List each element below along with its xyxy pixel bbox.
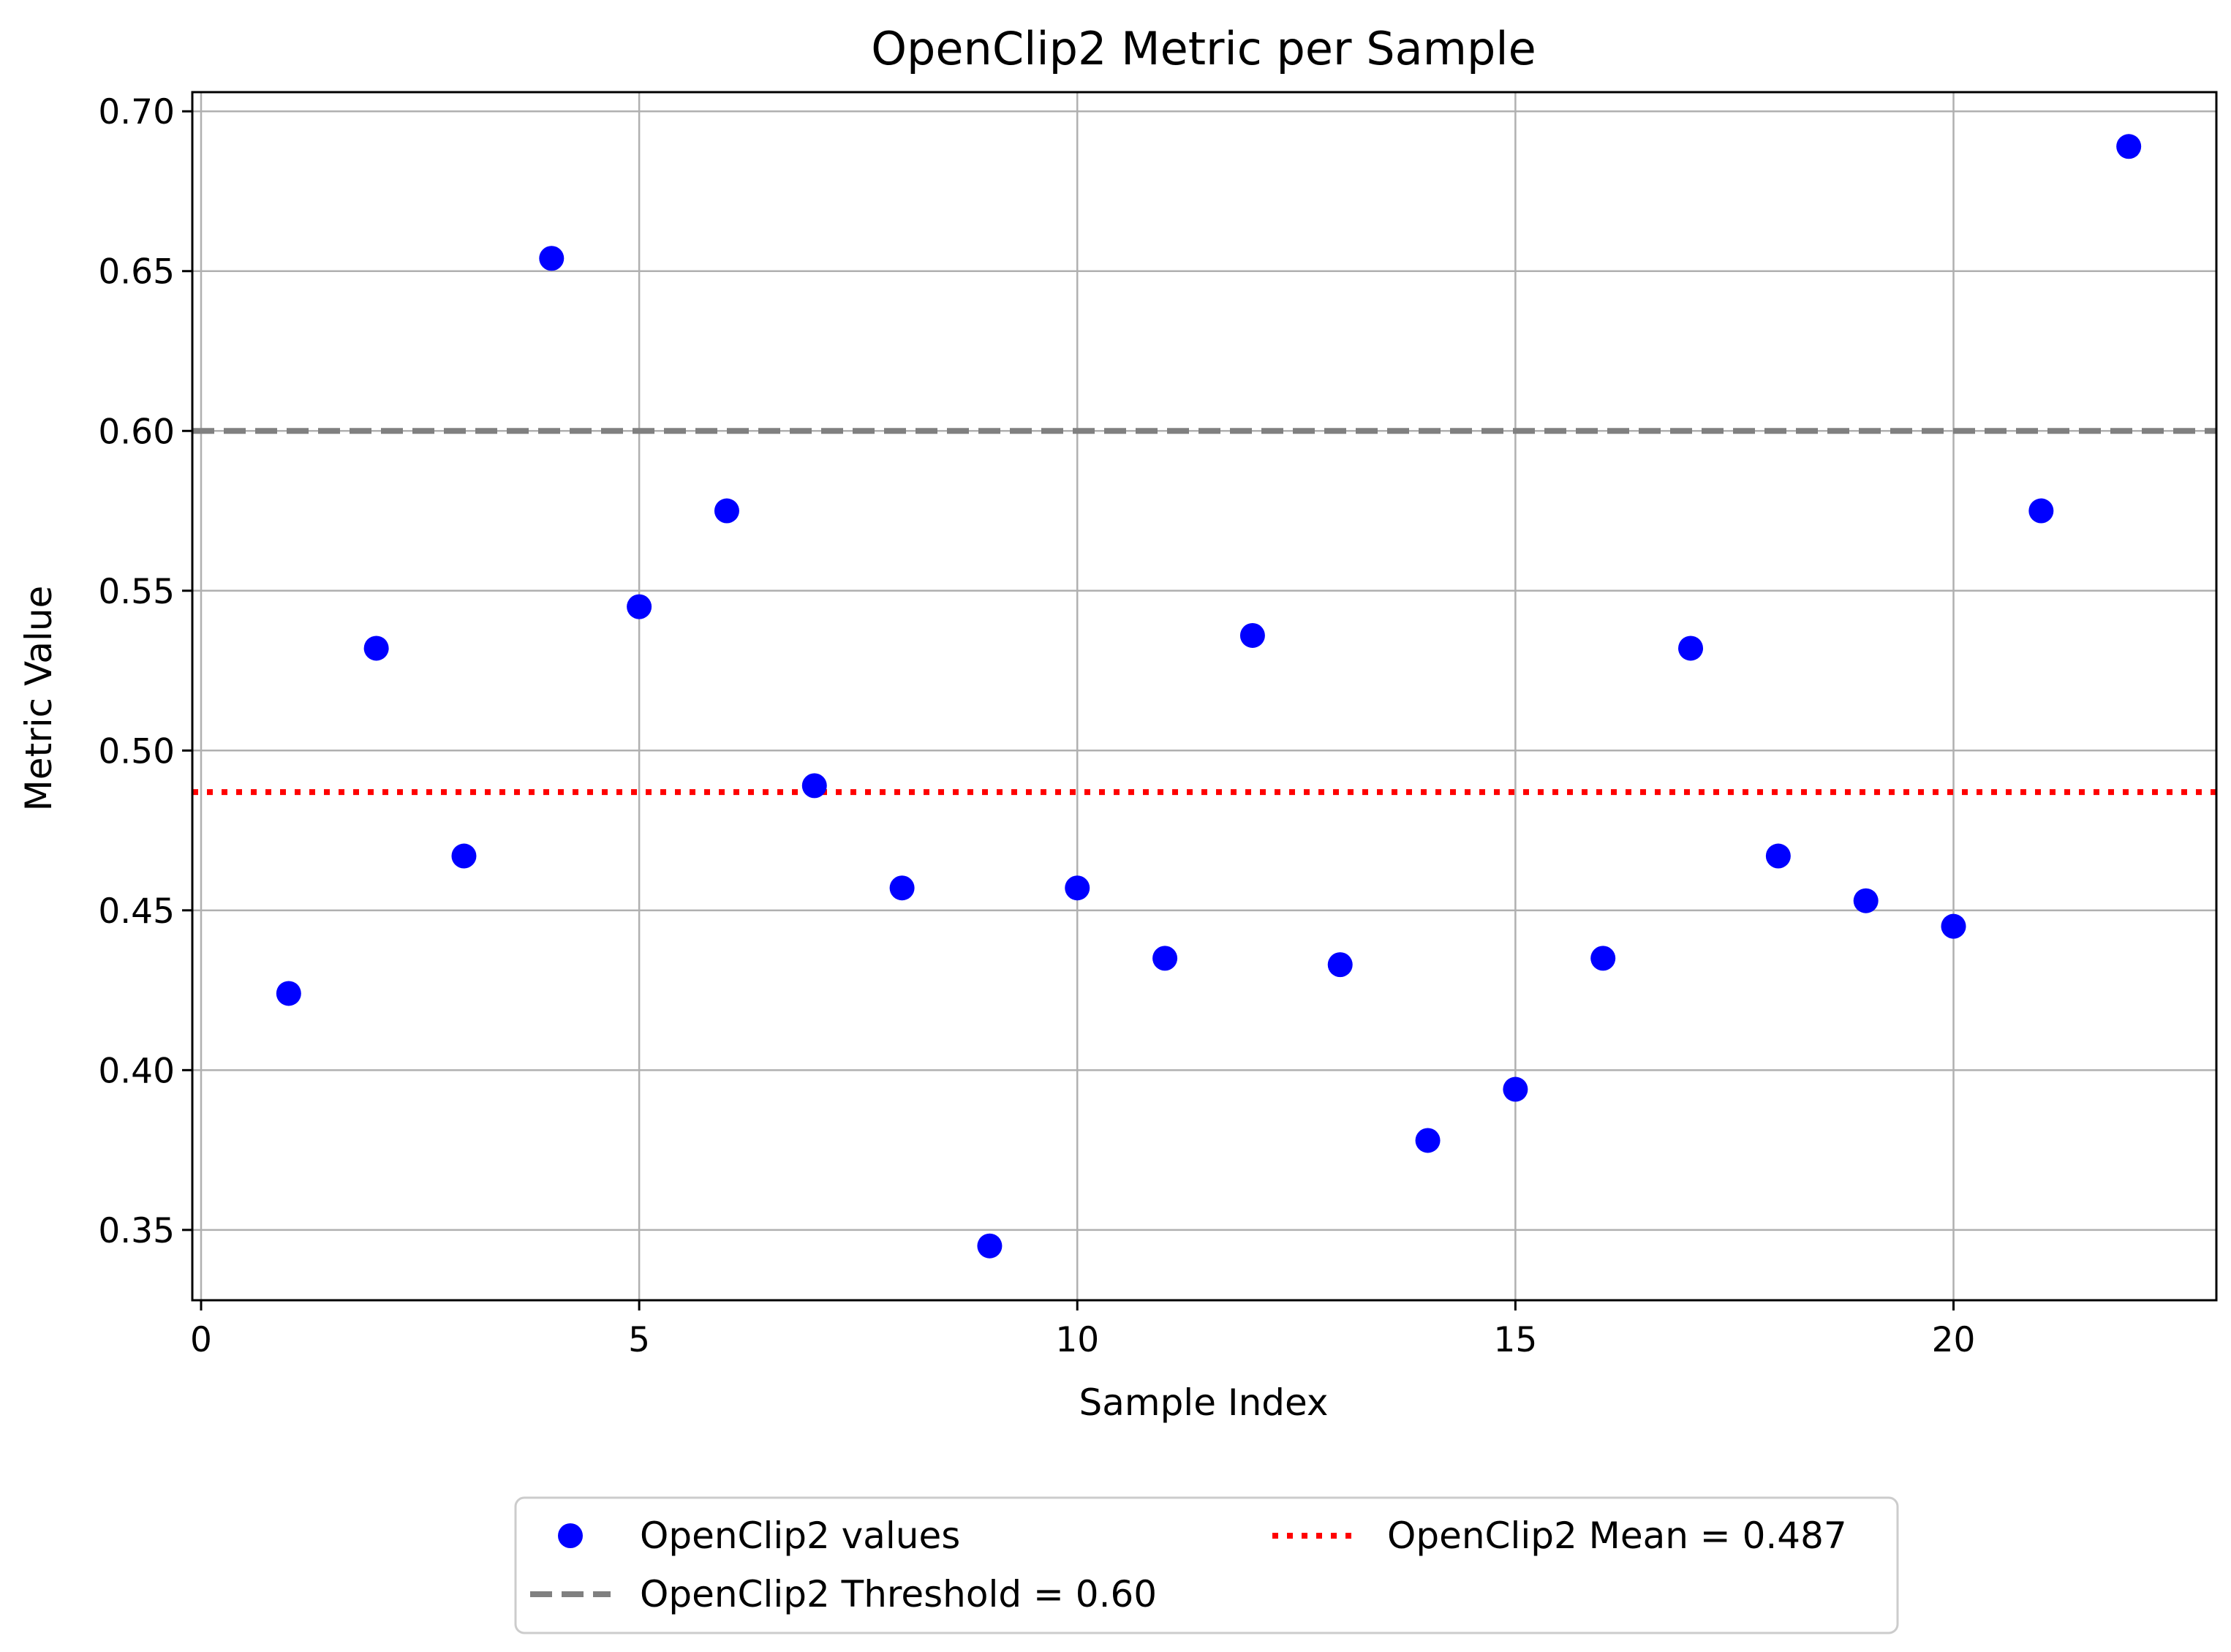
data-point	[1853, 888, 1879, 913]
data-point	[2116, 134, 2142, 159]
data-point	[1327, 952, 1353, 978]
y-tick-label: 0.60	[98, 412, 175, 452]
x-tick-label: 10	[1055, 1320, 1099, 1360]
legend-label: OpenClip2 values	[640, 1515, 960, 1557]
data-point	[363, 635, 389, 661]
data-point	[2028, 498, 2054, 524]
legend: OpenClip2 values OpenClip2 Mean = 0.487 Op…	[514, 1496, 1899, 1634]
data-point	[1503, 1076, 1528, 1102]
data-point	[1678, 635, 1704, 661]
x-tick-label: 0	[190, 1320, 212, 1360]
data-point	[1415, 1128, 1441, 1153]
data-point	[276, 981, 301, 1006]
legend-label: OpenClip2 Threshold = 0.60	[640, 1573, 1157, 1615]
plot-frame	[191, 91, 2218, 1302]
data-point	[889, 875, 915, 901]
reference-lines	[192, 428, 2216, 796]
data-point	[1239, 622, 1265, 648]
y-tick-label: 0.55	[98, 572, 175, 612]
data-point	[714, 498, 739, 524]
y-axis-ticks: 0.35 0.40 0.45 0.50 0.55 0.60 0.65 0.70	[98, 92, 192, 1251]
y-tick-label: 0.50	[98, 731, 175, 772]
x-tick-label: 15	[1493, 1320, 1537, 1360]
chart-title: OpenClip2 Metric per Sample	[871, 22, 1536, 75]
data-point	[801, 773, 827, 799]
x-tick-label: 20	[1932, 1320, 1976, 1360]
x-tick-label: 5	[628, 1320, 650, 1360]
y-tick-label: 0.65	[98, 252, 175, 293]
data-point	[539, 246, 565, 271]
x-axis-label: Sample Index	[1079, 1381, 1328, 1424]
y-tick-label: 0.45	[98, 891, 175, 932]
data-point	[1152, 946, 1178, 971]
data-points	[276, 134, 2142, 1259]
x-axis-ticks: 0 5 10 15 20	[190, 1300, 1975, 1360]
y-tick-label: 0.70	[98, 92, 175, 132]
legend-box	[514, 1496, 1899, 1634]
data-point	[1065, 875, 1090, 901]
legend-label: OpenClip2 Mean = 0.487	[1387, 1515, 1847, 1557]
y-tick-label: 0.35	[98, 1211, 175, 1251]
y-axis-label: Metric Value	[18, 586, 60, 812]
data-point	[1590, 946, 1616, 971]
data-point	[451, 843, 477, 869]
data-point	[1941, 913, 1966, 939]
y-tick-label: 0.40	[98, 1051, 175, 1091]
legend-marker	[558, 1523, 583, 1548]
data-point	[627, 594, 652, 619]
data-point	[1765, 843, 1791, 869]
data-point	[977, 1233, 1003, 1259]
